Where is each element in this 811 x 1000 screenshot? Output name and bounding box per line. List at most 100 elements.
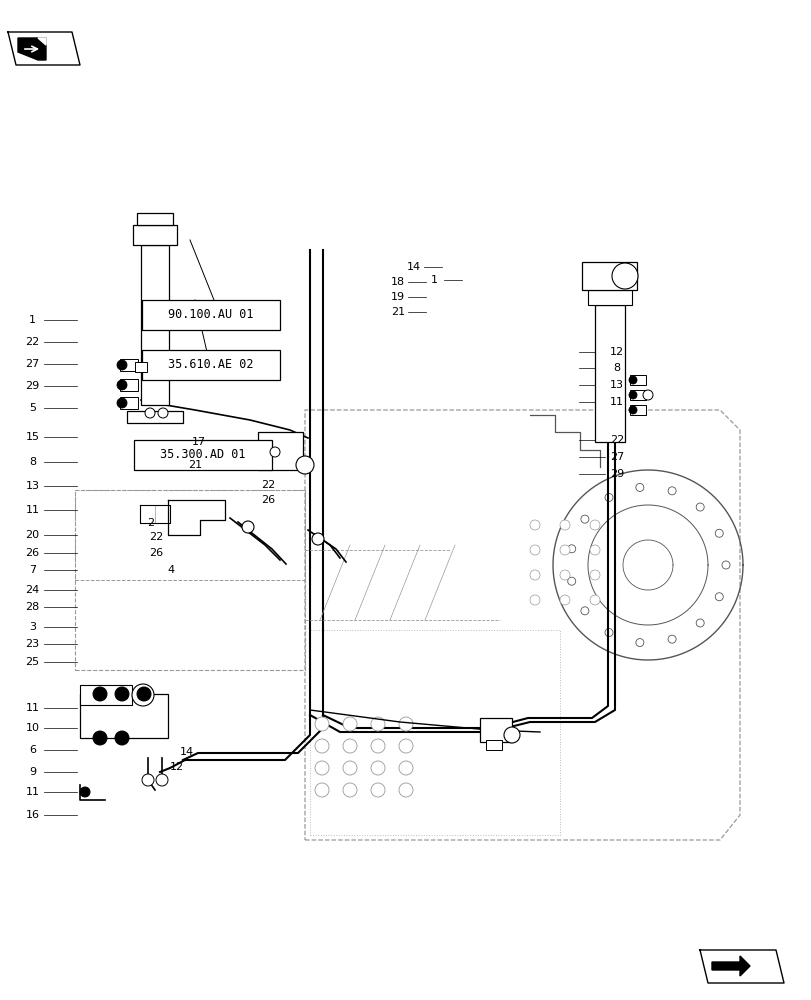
Text: 11: 11 <box>609 397 624 407</box>
Circle shape <box>567 577 575 585</box>
Text: 28: 28 <box>25 602 40 612</box>
Circle shape <box>93 731 107 745</box>
Bar <box>120 397 138 409</box>
Circle shape <box>530 545 539 555</box>
Circle shape <box>667 635 676 643</box>
Polygon shape <box>18 38 46 60</box>
Text: 6: 6 <box>29 745 36 755</box>
Circle shape <box>342 761 357 775</box>
Circle shape <box>371 761 384 775</box>
Circle shape <box>145 408 155 418</box>
Text: 11: 11 <box>25 787 40 797</box>
Text: 22: 22 <box>609 435 624 445</box>
Circle shape <box>567 545 575 553</box>
Text: 23: 23 <box>25 639 40 649</box>
Circle shape <box>398 761 413 775</box>
Circle shape <box>132 684 154 706</box>
Polygon shape <box>699 950 783 983</box>
Text: 12: 12 <box>169 762 184 772</box>
Circle shape <box>93 687 107 701</box>
Circle shape <box>342 739 357 753</box>
Text: 27: 27 <box>25 359 40 369</box>
Text: 8: 8 <box>613 363 620 373</box>
Circle shape <box>115 731 129 745</box>
Circle shape <box>142 774 154 786</box>
Bar <box>587 290 631 305</box>
Circle shape <box>560 520 569 530</box>
Text: 10: 10 <box>25 723 40 733</box>
Bar <box>127 411 182 423</box>
Circle shape <box>398 717 413 731</box>
Text: 1: 1 <box>29 315 36 325</box>
Text: 27: 27 <box>609 452 624 462</box>
Text: 25: 25 <box>25 657 40 667</box>
Circle shape <box>242 521 254 533</box>
Bar <box>629 390 646 400</box>
Bar <box>629 375 646 385</box>
Circle shape <box>560 595 569 605</box>
Circle shape <box>714 529 723 537</box>
Text: 8: 8 <box>29 457 36 467</box>
Text: 20: 20 <box>25 530 40 540</box>
Circle shape <box>117 398 127 408</box>
Circle shape <box>530 520 539 530</box>
Circle shape <box>560 545 569 555</box>
Text: 7: 7 <box>29 565 36 575</box>
Circle shape <box>137 687 151 701</box>
Text: 13: 13 <box>25 481 40 491</box>
Circle shape <box>629 406 636 414</box>
Text: 21: 21 <box>187 460 202 470</box>
Bar <box>120 359 138 371</box>
Circle shape <box>604 493 612 501</box>
Bar <box>581 262 636 290</box>
Polygon shape <box>8 32 80 65</box>
Text: 22: 22 <box>25 337 40 347</box>
Circle shape <box>590 595 599 605</box>
Circle shape <box>371 717 384 731</box>
Circle shape <box>714 593 723 601</box>
Bar <box>479 718 512 742</box>
Circle shape <box>629 391 636 399</box>
Text: 16: 16 <box>25 810 40 820</box>
Circle shape <box>590 520 599 530</box>
Polygon shape <box>711 956 749 976</box>
Text: 5: 5 <box>29 403 36 413</box>
Text: 35.300.AD 01: 35.300.AD 01 <box>160 448 246 462</box>
Circle shape <box>115 687 129 701</box>
Bar <box>141 245 169 405</box>
Circle shape <box>530 595 539 605</box>
Text: 3: 3 <box>29 622 36 632</box>
Circle shape <box>667 487 676 495</box>
Circle shape <box>371 739 384 753</box>
Text: 35.610.AE 02: 35.610.AE 02 <box>168 359 254 371</box>
Text: 17: 17 <box>191 437 206 447</box>
Bar <box>80 694 168 738</box>
Text: 26: 26 <box>25 548 40 558</box>
Text: 15: 15 <box>25 432 40 442</box>
Circle shape <box>721 561 729 569</box>
Text: 4: 4 <box>167 565 174 575</box>
Text: 12: 12 <box>609 347 624 357</box>
Bar <box>486 740 501 750</box>
Circle shape <box>296 456 314 474</box>
Circle shape <box>371 783 384 797</box>
Circle shape <box>580 607 588 615</box>
Text: 14: 14 <box>179 747 194 757</box>
Text: 22: 22 <box>260 480 275 490</box>
Bar <box>133 225 177 245</box>
Text: 26: 26 <box>148 548 163 558</box>
Bar <box>80 685 132 705</box>
Bar <box>137 213 173 225</box>
Circle shape <box>560 570 569 580</box>
Polygon shape <box>38 38 46 45</box>
Circle shape <box>315 761 328 775</box>
Circle shape <box>695 619 703 627</box>
Bar <box>258 432 303 470</box>
Circle shape <box>117 380 127 390</box>
Circle shape <box>530 570 539 580</box>
Circle shape <box>398 783 413 797</box>
Circle shape <box>315 739 328 753</box>
Circle shape <box>611 263 637 289</box>
Circle shape <box>80 787 90 797</box>
Text: 21: 21 <box>390 307 405 317</box>
